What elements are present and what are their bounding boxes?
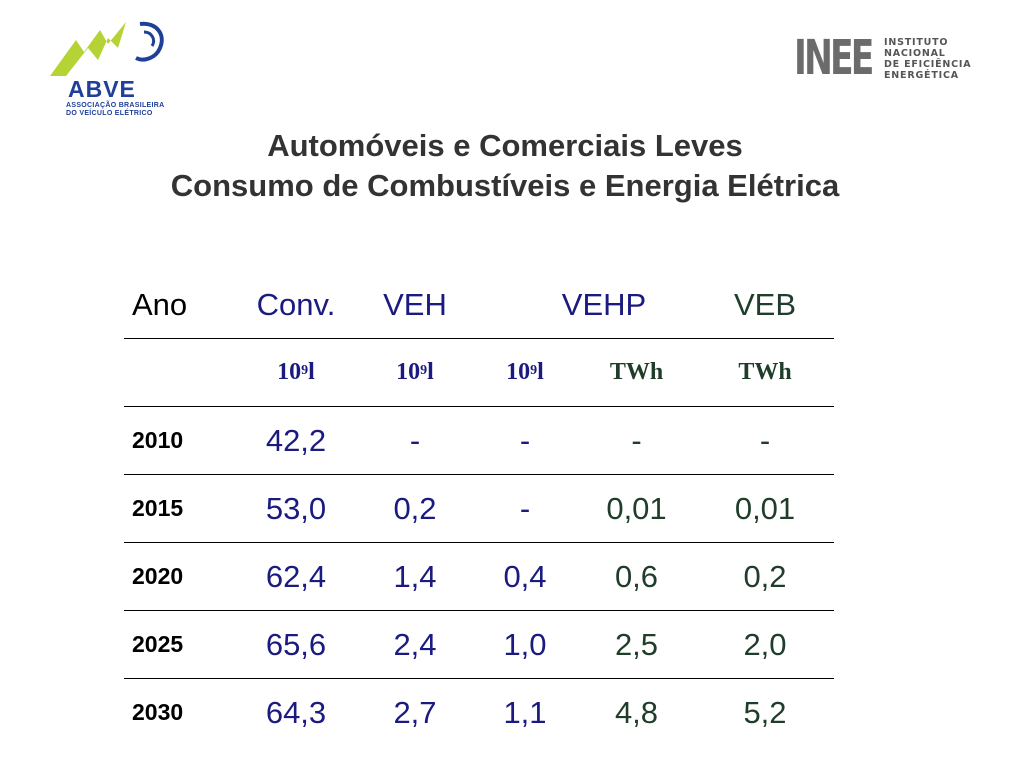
year-cell: 2020 [132, 563, 184, 589]
abve-logo: ABVE ASSOCIAÇÃO BRASILEIRA DO VEÍCULO EL… [48, 18, 172, 118]
table-header-row: Ano Conv. VEH VEHP VEB [124, 272, 834, 339]
conv-cell: 42,2 [265, 422, 327, 458]
title-line2: Consumo de Combustíveis e Energia Elétri… [170, 168, 840, 203]
table-row: 2010 42,2 - - - - [124, 407, 834, 475]
veb-cell: 0,2 [743, 558, 787, 594]
vehp-energy-cell: - [631, 422, 642, 458]
inee-line3: DE EFICIÊNCIA [884, 59, 972, 70]
conv-cell: 53,0 [265, 490, 327, 526]
inee-mark: INEE [794, 30, 874, 86]
table-row: 2025 65,6 2,4 1,0 2,5 2,0 [124, 611, 834, 679]
vehp-fuel-cell: - [519, 490, 531, 526]
conv-cell: 62,4 [265, 558, 327, 594]
unit-conv: 10 9 l [277, 359, 315, 385]
header-veb: VEB [733, 287, 797, 322]
table-row: 2020 62,4 1,4 0,4 0,6 0,2 [124, 543, 834, 611]
vehp-fuel-cell: 0,4 [503, 558, 547, 594]
year-cell: 2015 [132, 495, 184, 521]
veb-cell: 5,2 [743, 694, 787, 730]
year-cell: 2010 [132, 427, 184, 453]
veh-cell: 2,7 [393, 694, 437, 730]
unit-vehp-energy: TWh [609, 359, 664, 385]
veh-cell: 0,2 [393, 490, 437, 526]
vehp-fuel-cell: 1,0 [503, 626, 547, 662]
table-units-row: 10 9 l 10 9 l 10 9 l TWh TWh [124, 339, 834, 407]
table-row: 2030 64,3 2,7 1,1 4,8 5,2 [124, 679, 834, 746]
veh-cell: 1,4 [393, 558, 437, 594]
abve-lightning-icon [50, 21, 164, 76]
unit-veh: 10 9 l [396, 359, 434, 385]
header-conv: Conv. [256, 287, 336, 322]
abve-subtitle-line1: ASSOCIAÇÃO BRASILEIRA [66, 102, 165, 109]
vehp-fuel-cell: 1,1 [503, 694, 547, 730]
unit-vehp-fuel: 10 9 l [506, 359, 544, 385]
year-cell: 2025 [132, 631, 184, 657]
vehp-fuel-cell: - [519, 422, 531, 458]
vehp-energy-cell: 2,5 [614, 626, 659, 662]
veb-cell: 2,0 [743, 626, 787, 662]
veb-cell: 0,01 [734, 490, 796, 526]
table-row: 2015 53,0 0,2 - 0,01 0,01 [124, 475, 834, 543]
inee-line1: INSTITUTO [884, 37, 949, 48]
inee-line4: ENERGÉTICA [884, 70, 959, 81]
veb-cell: - [759, 422, 771, 458]
veh-cell: 2,4 [393, 626, 437, 662]
unit-veb: TWh [738, 359, 792, 385]
conv-cell: 65,6 [265, 626, 327, 662]
title-line1: Automóveis e Comerciais Leves [267, 128, 743, 163]
header-vehp: VEHP [561, 287, 647, 322]
header-ano: Ano [132, 287, 188, 322]
inee-name: INSTITUTO NACIONAL DE EFICIÊNCIA ENERGÉT… [884, 37, 971, 81]
slide-title: Automóveis e Comerciais Leves Consumo de… [0, 126, 1010, 206]
vehp-energy-cell: 0,01 [606, 490, 667, 526]
veh-cell: - [409, 422, 421, 458]
vehp-energy-cell: 0,6 [614, 558, 659, 594]
abve-name: ABVE [68, 76, 136, 102]
inee-logo: INEE INSTITUTO NACIONAL DE EFICIÊNCIA EN… [794, 34, 984, 86]
conv-cell: 64,3 [265, 694, 327, 730]
inee-line2: NACIONAL [884, 48, 946, 59]
year-cell: 2030 [132, 699, 184, 725]
vehp-energy-cell: 4,8 [614, 694, 659, 730]
consumption-table: Ano Conv. VEH VEHP VEB 10 9 l 10 9 l 10 9 l… [124, 272, 834, 746]
abve-subtitle-line2: DO VEÍCULO ELÉTRICO [66, 110, 153, 117]
header-veh: VEH [383, 287, 447, 322]
